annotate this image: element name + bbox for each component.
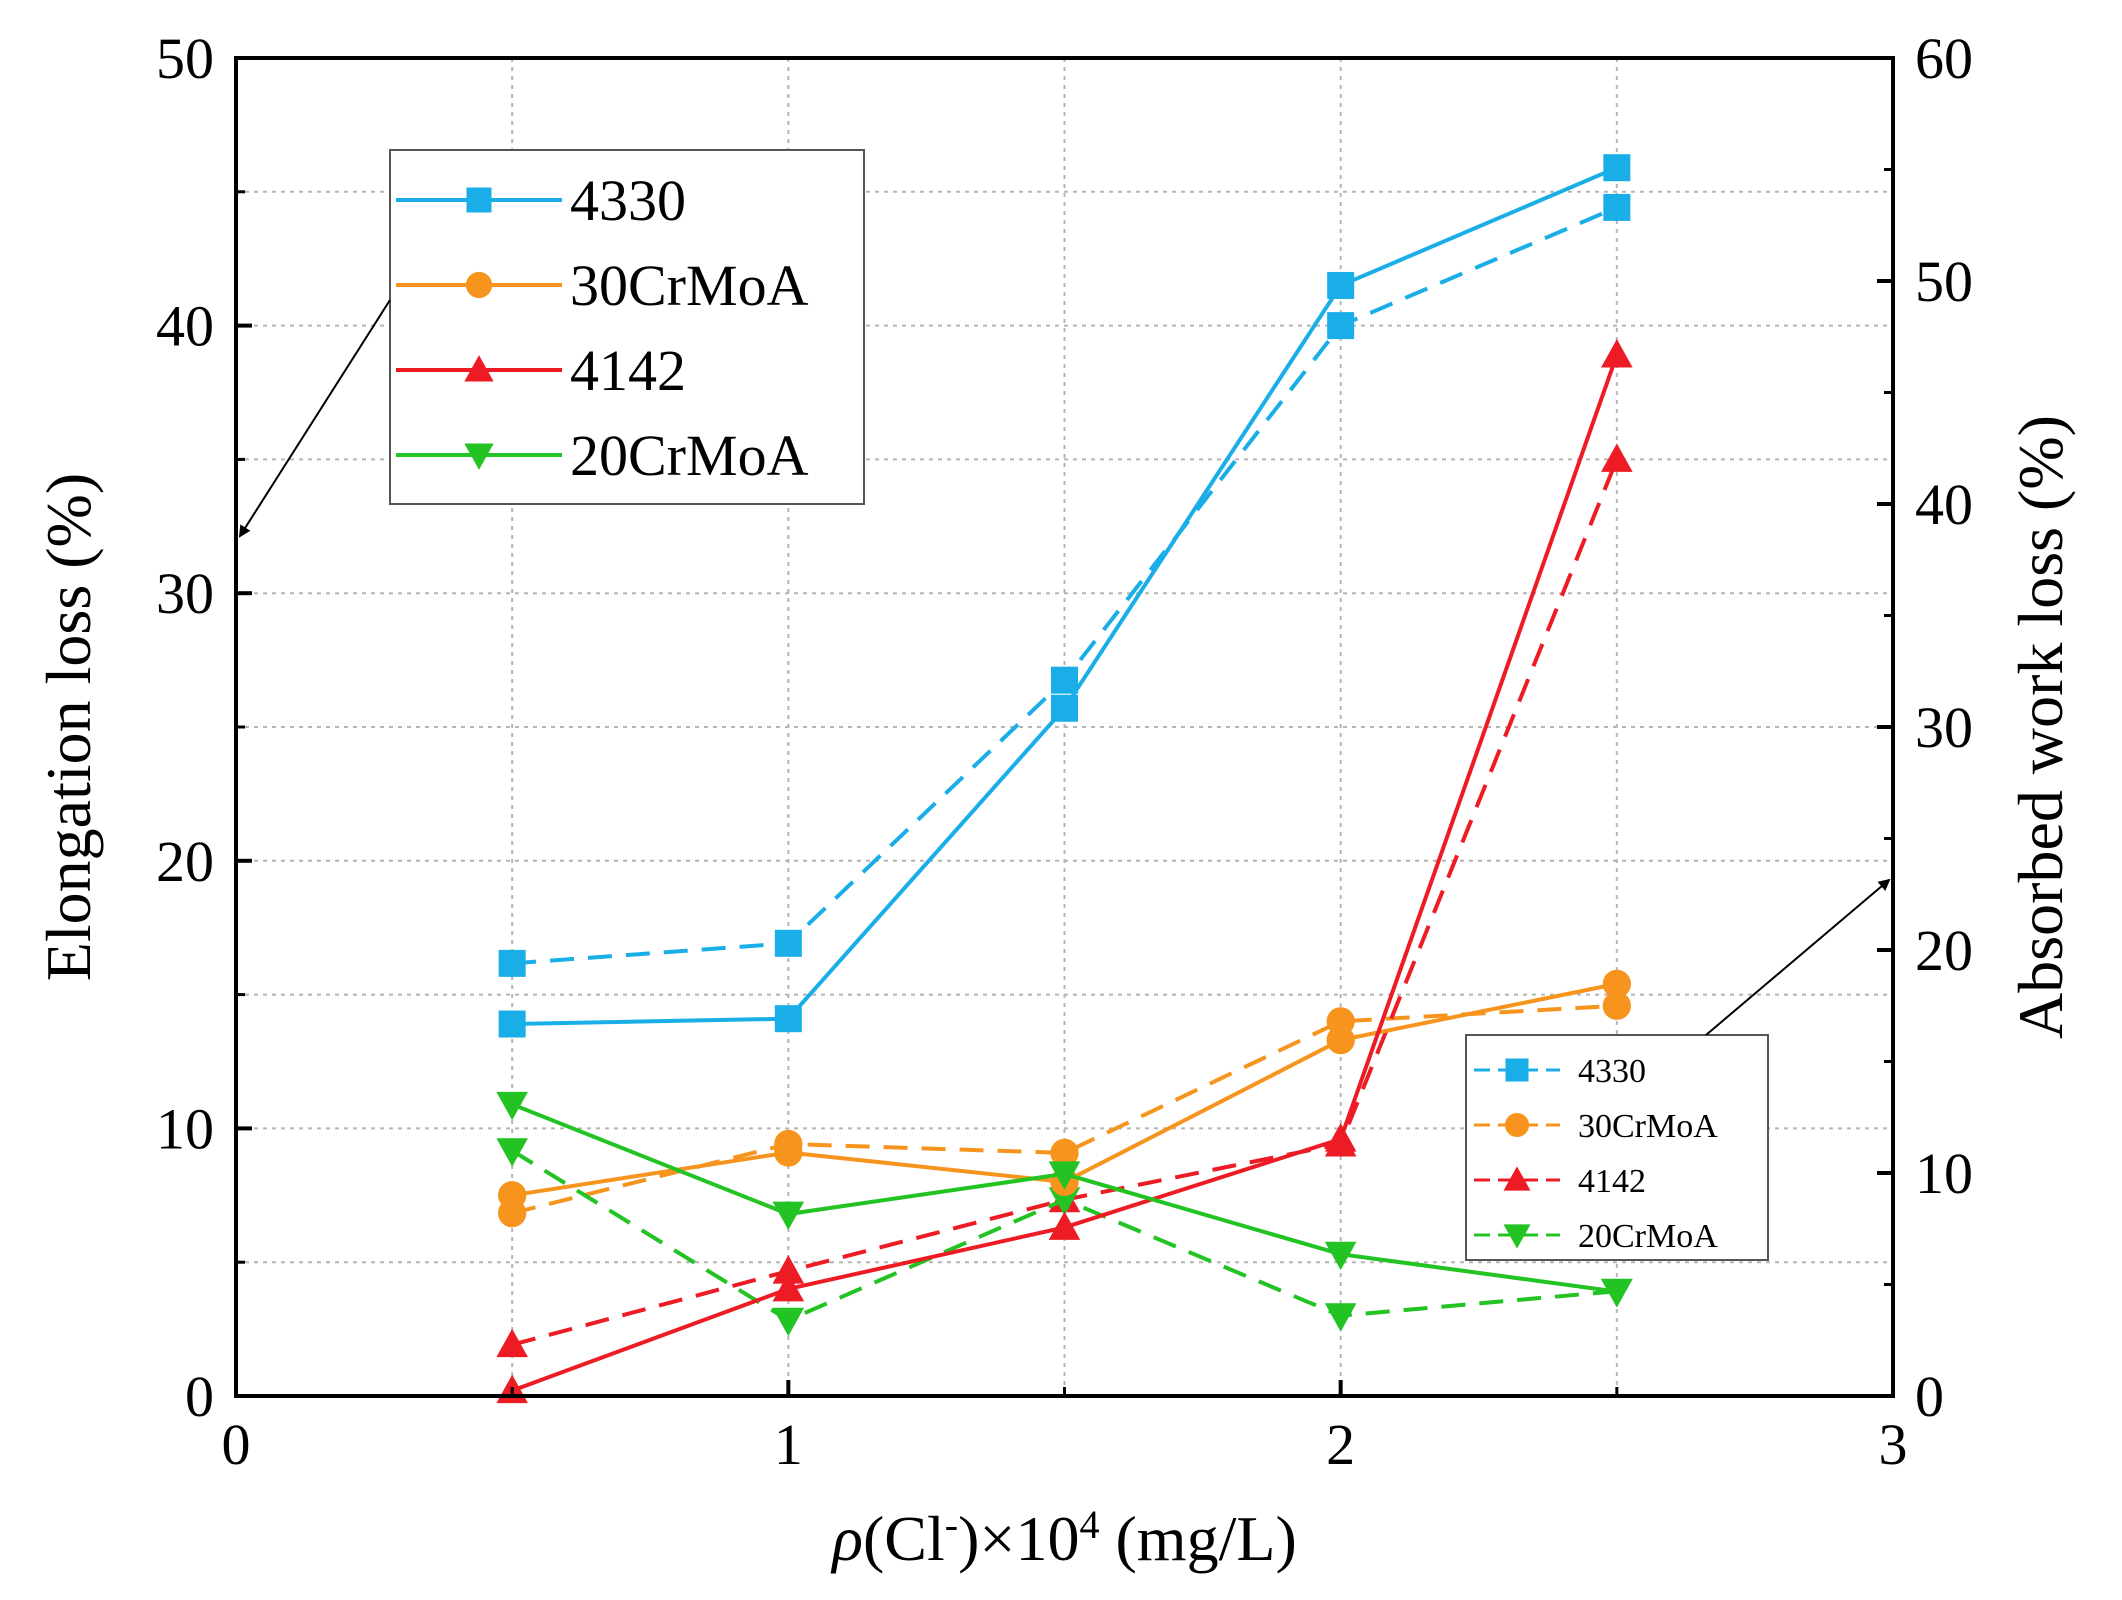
legend-label: 4330 [570,168,686,233]
x-axis-title-prefix: ρ [830,1503,863,1574]
data-point [496,1091,528,1121]
data-point [1051,666,1078,694]
data-point [772,1272,805,1302]
x-axis-title-suffix: (mg/L) [1099,1503,1296,1574]
legend-marker [464,355,494,382]
axis-pointer-arrows [238,299,1891,1036]
y-right-tick-label: 40 [1915,472,1973,537]
data-point [1603,154,1631,182]
legend-marker [1505,1058,1529,1082]
data-point [772,1307,805,1337]
legend-marker [1503,1166,1531,1191]
x-tick-label: 0 [222,1412,251,1477]
arrow-to-right-axis [1705,878,1891,1036]
y-right-tick-label: 10 [1915,1141,1973,1206]
data-point [1048,1161,1081,1190]
legend-label: 4142 [1578,1163,1646,1200]
series-4330-left [498,154,1631,1038]
legend-marker [1503,1224,1531,1249]
y-left-tick-label: 40 [156,294,214,359]
data-point [1601,443,1633,472]
x-axis-title-mid: )×10 [958,1503,1079,1574]
data-point [1324,1241,1357,1271]
y-right-tick-label: 60 [1915,26,1973,91]
legend-label: 4330 [1578,1053,1646,1090]
y-right-axis-title: Absorbed work loss (%) [2005,415,2076,1039]
x-axis-title-ion: - [945,1502,958,1547]
series-4330-right [498,193,1631,977]
data-point [772,1201,805,1231]
legend-left-axis: 4330 30CrMoA 4142 20CrMoA [389,149,865,505]
x-tick-label: 3 [1879,1412,1908,1477]
y-left-tick-label: 10 [156,1096,214,1161]
y-right-tick-label: 0 [1915,1364,1944,1429]
data-point [774,929,802,957]
plot-series [496,154,1633,1404]
legend-label: 4142 [570,338,686,403]
x-tick-label: 1 [774,1412,803,1477]
legend-label: 30CrMoA [570,253,809,318]
data-point [496,1138,528,1167]
data-point [1324,1303,1357,1332]
data-point [774,1005,802,1033]
y-right-tick-label: 50 [1915,249,1973,314]
data-point [1324,1123,1357,1152]
series-20CrMoA-left [496,1091,1633,1308]
x-axis-title: ρ(Cl-)×104 (mg/L) [830,1502,1297,1575]
data-point [1603,193,1631,221]
data-point [498,949,526,977]
data-point [1048,1211,1081,1240]
data-point [1327,312,1355,340]
legend-label: 20CrMoA [570,423,809,488]
x-axis-title-exponent: 4 [1079,1502,1099,1547]
legend-marker [465,271,493,299]
data-point [496,1328,528,1358]
y-left-tick-label: 50 [156,26,214,91]
legend-marker [466,187,492,213]
y-left-tick-label: 0 [185,1364,214,1429]
y-right-tick-label: 30 [1915,695,1973,760]
data-point [498,1010,526,1038]
arrow-to-left-axis [238,299,391,538]
data-point [1601,339,1633,368]
data-point [498,1181,527,1210]
x-tick-label: 2 [1326,1412,1355,1477]
data-point [1051,694,1078,722]
y-right-tick-label: 20 [1915,918,1973,983]
legend-label: 20CrMoA [1578,1218,1718,1255]
series-line [511,1003,1617,1216]
legend-right-axis: 4330 30CrMoA 4142 20CrMoA [1465,1034,1769,1261]
data-point [774,1138,803,1167]
y-left-axis-title: Elongation loss (%) [33,473,104,981]
y-left-tick-label: 20 [156,829,214,894]
x-axis-title-prefix-rest: (Cl [863,1503,945,1574]
y-left-tick-label: 30 [156,561,214,626]
data-point [1326,1025,1355,1055]
legend-marker [1504,1112,1530,1138]
data-point [1602,969,1631,999]
data-point [1601,1279,1633,1308]
data-point [1327,271,1355,299]
legend-label: 30CrMoA [1578,1108,1718,1145]
legend-marker [464,443,494,470]
